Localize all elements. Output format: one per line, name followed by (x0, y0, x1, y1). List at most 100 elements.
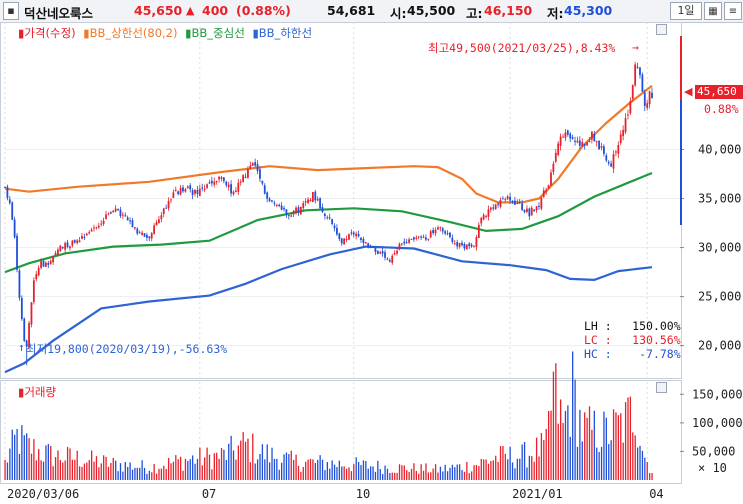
volume-bar (574, 379, 576, 480)
volume-bar (576, 446, 579, 480)
scroll-up-marker[interactable] (680, 36, 682, 100)
volume-bar (523, 442, 526, 480)
candle-body (136, 228, 139, 234)
candle-body (348, 234, 350, 240)
volume-bar (146, 473, 148, 480)
candle-body (32, 280, 35, 303)
volume-bar (240, 440, 242, 480)
candle-body (648, 91, 651, 105)
volume-bar (538, 456, 540, 480)
volume-bar (374, 471, 377, 480)
volume-bar (420, 464, 422, 480)
candle-body (93, 227, 95, 229)
volume-bar (302, 466, 304, 480)
volume-bar (11, 429, 13, 480)
candle-body (362, 239, 365, 243)
candle-body (76, 240, 79, 244)
candle-body (49, 260, 52, 264)
volume-bar (242, 432, 244, 480)
period-selector[interactable]: 1일 (670, 2, 702, 20)
candle-body (622, 129, 625, 137)
volume-bar (276, 458, 278, 480)
volume-bar (562, 423, 564, 480)
stat-hc-value: -7.78% (639, 347, 681, 361)
legend-upper-marker: ▮ (83, 26, 90, 40)
volume-bar (439, 466, 442, 480)
volume-bar (172, 461, 175, 480)
candle-body (321, 207, 324, 212)
volume-bar (401, 465, 403, 480)
volume-bar (341, 466, 343, 480)
candle-body (153, 225, 156, 234)
candle-body (410, 238, 413, 240)
volume-bar (547, 411, 550, 480)
volume-bar (475, 464, 478, 480)
volume-bar (26, 433, 28, 480)
volume-bar (285, 452, 288, 480)
volume-bar (45, 445, 47, 480)
volume-bar (163, 465, 165, 480)
volume-bar (88, 460, 90, 480)
volume-bar (543, 440, 545, 480)
volume-bar (495, 455, 497, 480)
candle-body (465, 244, 468, 250)
volume-bar (377, 460, 379, 480)
candle-body (285, 209, 288, 215)
candle-body (499, 199, 502, 207)
volume-bar (348, 467, 350, 480)
quote-header: ▪ 덕산네오룩스 45,650 ▲ 400 (0.88%) 54,681 시: … (0, 0, 743, 23)
volume-bar (398, 464, 401, 480)
candle-body (557, 143, 560, 156)
candle-body (550, 172, 552, 186)
chart-settings-button[interactable]: ▦ (704, 2, 722, 20)
x-tick-label: 2020/03/06 (7, 487, 79, 501)
candle-body (316, 199, 319, 201)
stat-hc: HC : -7.78% (584, 347, 681, 361)
volume-bar (608, 444, 610, 480)
candle-body (629, 101, 632, 114)
volume-bar (208, 454, 211, 480)
volume-bar (95, 456, 98, 480)
candle-body (501, 198, 504, 200)
volume-panel-options-button[interactable] (656, 382, 667, 393)
volume-bar (492, 460, 494, 480)
volume-bar (280, 462, 283, 480)
candle-body (391, 255, 394, 263)
candle-body (307, 199, 309, 204)
volume-ytick-label: 150,000 (692, 387, 743, 401)
candle-body (343, 238, 346, 245)
volume-bar (567, 405, 569, 480)
candle-body (165, 207, 168, 209)
volume-bar (254, 463, 256, 480)
legend-upper: BB_상한선(80,2) (89, 26, 178, 40)
volume-bar (211, 469, 213, 480)
candle-body (133, 227, 136, 229)
volume-legend-marker: ▮ (18, 385, 25, 399)
menu-toggle-button[interactable]: ▪ (3, 2, 19, 20)
chart-menu-button[interactable]: ≡ (724, 2, 742, 20)
high-label: 고: (466, 6, 483, 21)
volume-bar (35, 460, 37, 480)
volume-title: 거래량 (24, 385, 57, 399)
scroll-down-marker[interactable] (680, 100, 682, 225)
candle-body (504, 199, 507, 201)
candle-body (73, 239, 76, 243)
x-tick-label: 04 (649, 487, 663, 501)
price-ytick-label: 25,000 (698, 290, 741, 304)
candle-body (600, 146, 603, 148)
volume-bar (550, 410, 552, 480)
candle-body (595, 140, 598, 143)
candle-body (85, 233, 88, 236)
candle-body (386, 258, 389, 260)
volume-bar (531, 456, 533, 480)
volume-bar (69, 448, 71, 480)
volume-bar (552, 371, 555, 480)
volume-bar (535, 437, 538, 480)
price-panel-options-button[interactable] (656, 24, 667, 35)
volume-bar (627, 397, 629, 480)
volume-bar (266, 444, 268, 480)
volume-bar (165, 468, 167, 480)
candle-body (311, 192, 314, 202)
candle-body (297, 207, 300, 213)
candle-body (360, 237, 362, 240)
